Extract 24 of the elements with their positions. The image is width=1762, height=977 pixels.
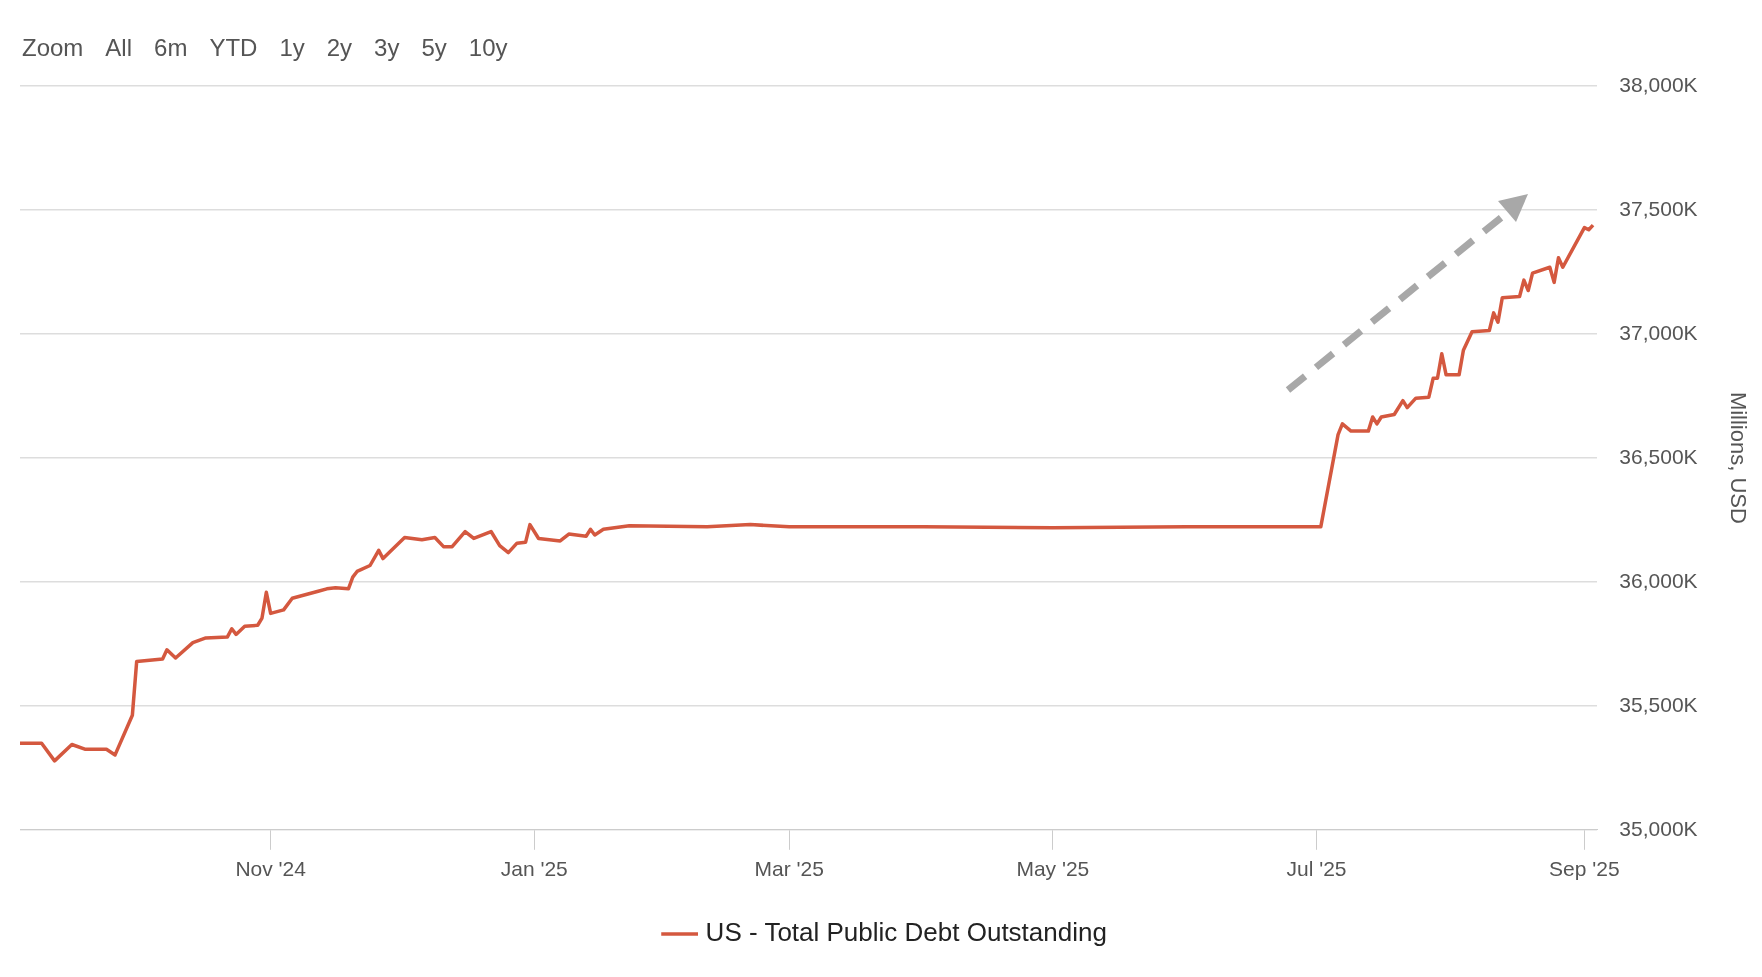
- y-tick-label: 36,000K: [1619, 568, 1698, 592]
- text: 5y: [420, 33, 448, 63]
- x-tick-label: Jan '25: [500, 857, 568, 881]
- x-tick-label: May '25: [1016, 857, 1090, 881]
- x-tick-label: Sep '25: [1549, 857, 1620, 881]
- y-tick-label: 38,000K: [1619, 72, 1698, 96]
- text: 1y: [278, 33, 306, 63]
- x-tick-label: Jul '25: [1286, 857, 1347, 881]
- y-tick-label: 35,000K: [1619, 816, 1698, 840]
- text: 2y: [325, 33, 354, 63]
- y-tick-label: 35,500K: [1619, 692, 1698, 716]
- text: 6m: [153, 33, 189, 63]
- text: Zoom: [21, 33, 85, 63]
- text: YTD: [208, 33, 259, 63]
- legend-label: US - Total Public Debt Outstanding: [705, 917, 1107, 948]
- y-tick-label: 36,500K: [1619, 444, 1698, 468]
- y-tick-label: 37,500K: [1619, 196, 1698, 220]
- x-tick-label: Nov '24: [235, 857, 307, 881]
- x-tick-label: Mar '25: [754, 857, 824, 881]
- y-axis-title: Millions, USD: [1725, 391, 1751, 524]
- y-tick-label: 37,000K: [1619, 320, 1698, 344]
- text: All: [104, 33, 134, 63]
- text: 10y: [467, 33, 509, 63]
- text: 3y: [373, 33, 401, 63]
